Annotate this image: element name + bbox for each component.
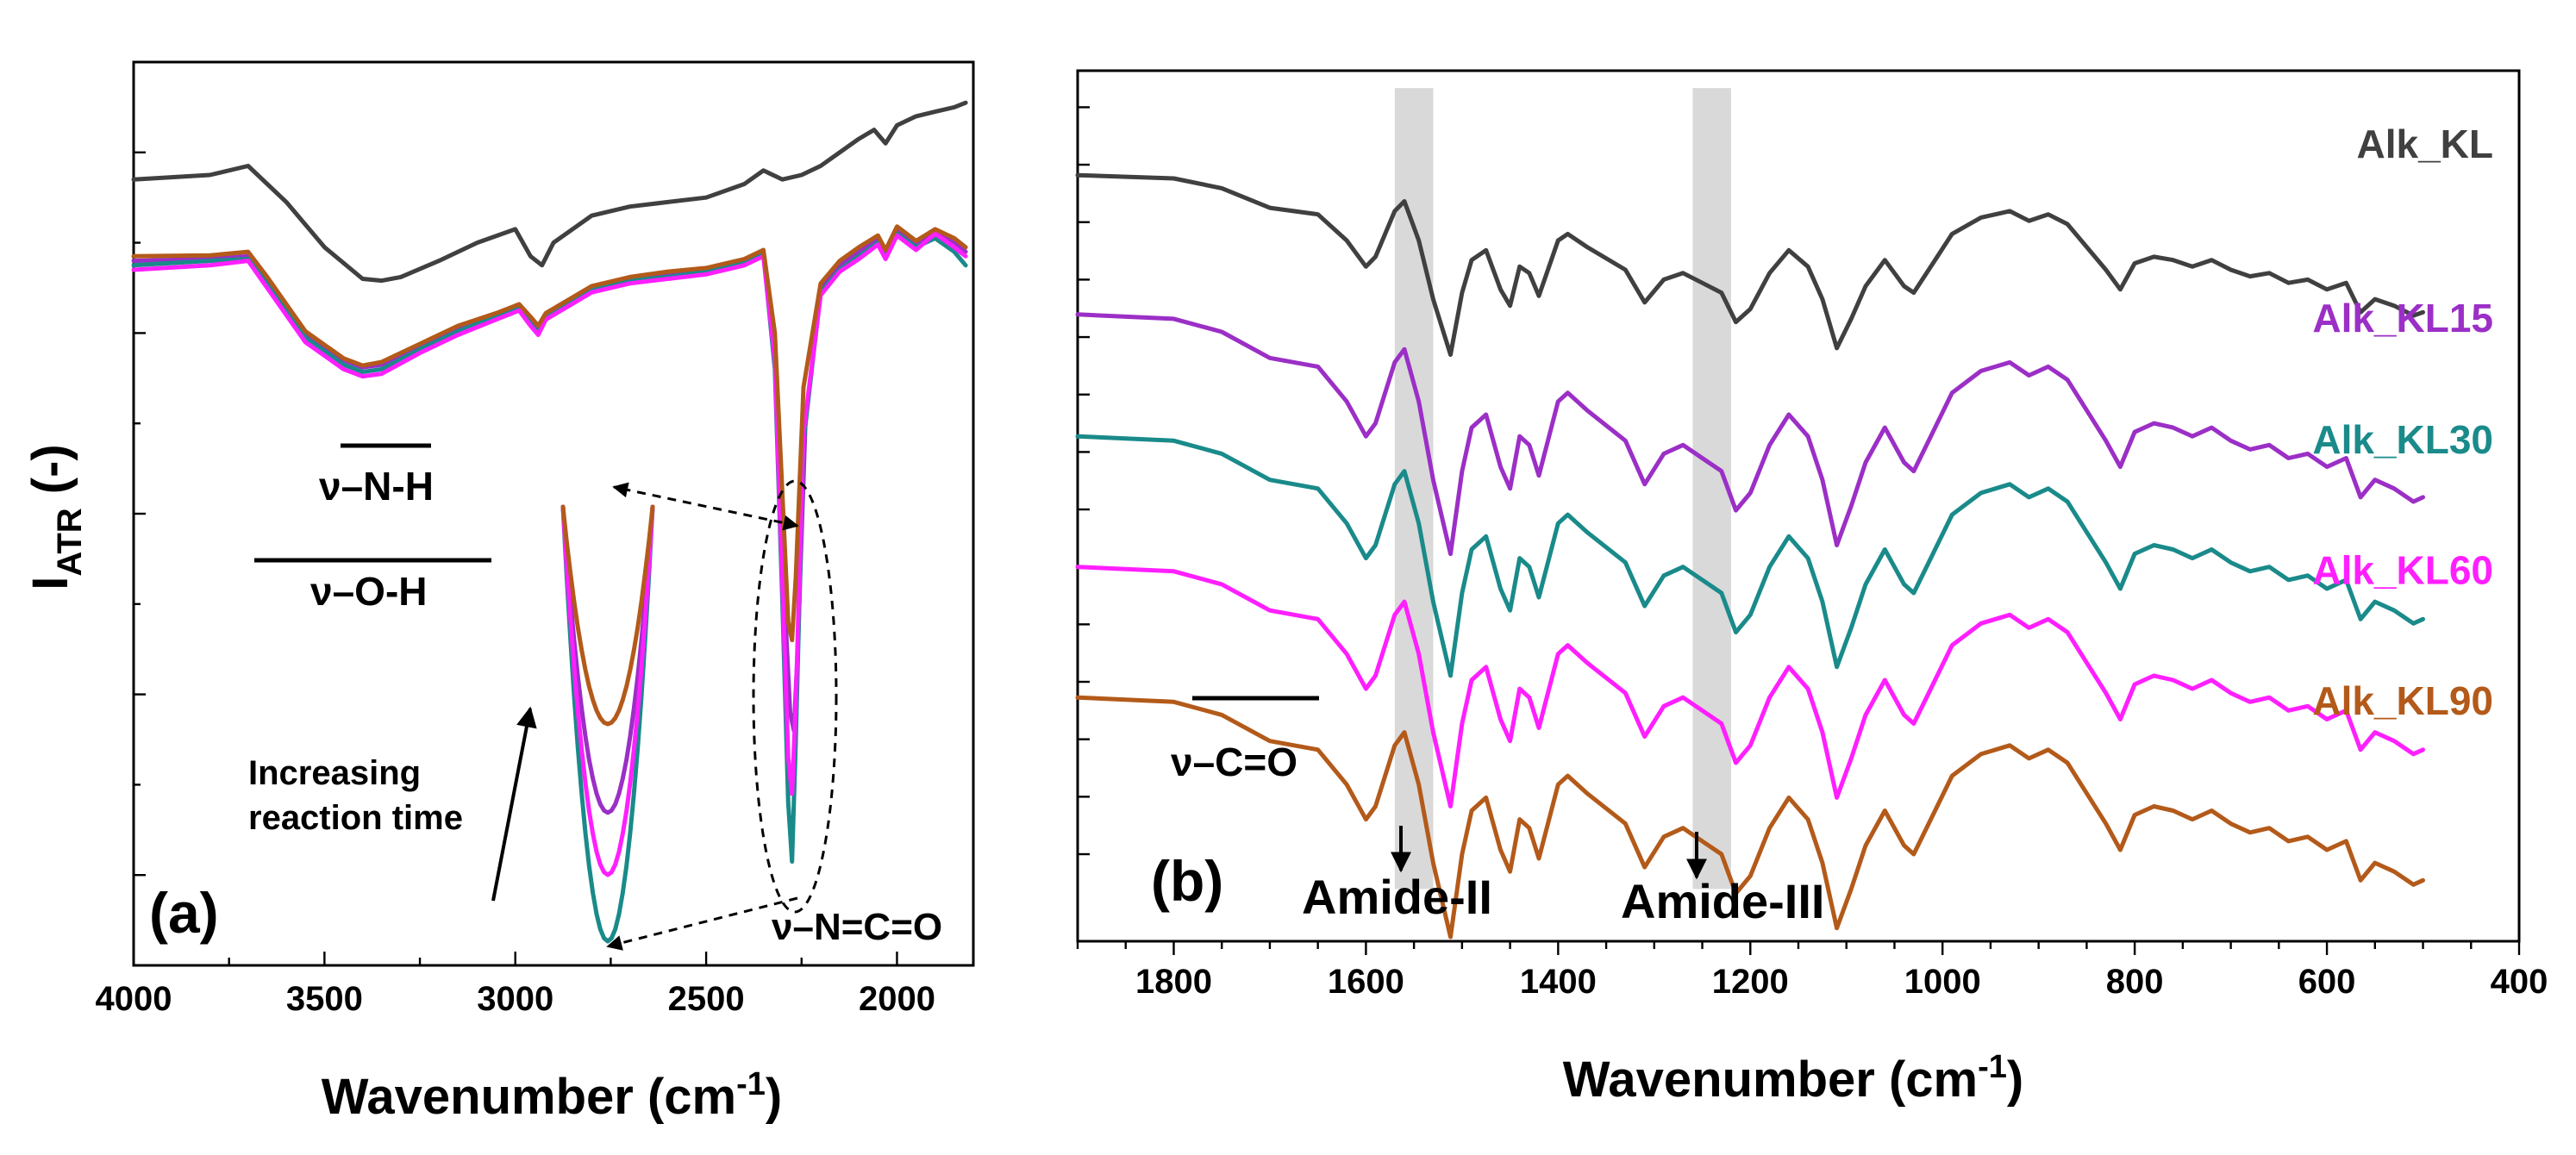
increasing-label-line2: reaction time: [248, 799, 463, 837]
panel-a-x-axis-label: Wavenumber (cm-1): [322, 1066, 782, 1125]
series-label-alk-kl60: Alk_KL60: [2312, 548, 2493, 593]
panel-b-series-alk-kl30: [1075, 434, 2425, 678]
panel-b-series-alk-kl90: [1075, 695, 2425, 940]
panel-b-x-axis-label: Wavenumber (cm-1): [1563, 1049, 2023, 1108]
panel-b-series-labels: Alk_KL Alk_KL15 Alk_KL30 Alk_KL60 Alk_KL90: [2312, 122, 2493, 723]
panel-b-x-tick-label: 600: [2298, 963, 2356, 1001]
panel-a-x-ticks: 4000 3500 3000 2500 2000: [96, 952, 935, 1018]
series-label-alk-kl: Alk_KL: [2357, 122, 2493, 166]
inset-series-alk-kl30: [560, 504, 655, 944]
panel-b-highlight-bands: [1394, 88, 1731, 890]
panel-b-y-ticks: [1078, 106, 1090, 856]
panel-a-series-alk-kl15: [131, 227, 968, 733]
panel-a-series-alk-kl90: [131, 224, 968, 643]
panel-b-x-tick-label: 1000: [1904, 963, 1981, 1001]
nco-label: ν–N=C=O: [772, 906, 942, 948]
panel-b: 1800 1600 1400 1200 1000 800 600 400 Alk_KLAlk_…: [1075, 69, 2548, 1108]
series-label-alk-kl90: Alk_KL90: [2312, 678, 2493, 723]
panel-b-x-tick-label: 1200: [1712, 963, 1789, 1001]
oh-label: ν–O-H: [310, 569, 427, 614]
panel-a-x-tick-label: 2000: [859, 980, 935, 1018]
panel-b-series-alk-kl: [1075, 172, 2425, 357]
inset-series-alk-kl90: [560, 504, 655, 727]
panel-b-x-tick-label: 1800: [1135, 963, 1212, 1001]
panel-b-x-tick-label: 1400: [1520, 963, 1597, 1001]
zoom-dashed-arrow-top: [612, 482, 799, 531]
nco-zoom-inset: [560, 504, 655, 944]
panel-b-series-alk-kl60: [1075, 565, 2425, 808]
nco-zoom-ellipse: [752, 479, 838, 914]
inset-series-alk-kl60: [560, 504, 655, 877]
increasing-arrow: [491, 706, 537, 902]
co-label: ν–C=O: [1171, 740, 1297, 784]
panel-a-x-tick-label: 3000: [477, 980, 553, 1018]
panel-a-y-ticks: [134, 151, 146, 877]
nh-label: ν–N-H: [319, 464, 434, 509]
series-label-alk-kl15: Alk_KL15: [2312, 296, 2493, 340]
panel-a-series: [131, 100, 968, 864]
inset-series-alk-kl15: [560, 504, 655, 815]
highlight-band-2: [1692, 88, 1731, 890]
panel-b-label: (b): [1151, 849, 1223, 913]
panel-a-x-tick-label: 3500: [286, 980, 363, 1018]
panel-b-x-tick-label: 1600: [1328, 963, 1404, 1001]
panel-a-x-tick-label: 2500: [668, 980, 745, 1018]
panel-a-label: (a): [149, 881, 219, 945]
increasing-label-line1: Increasing: [248, 754, 421, 792]
zoom-dashed-arrow-bottom: [606, 896, 798, 951]
amide3-label: Amide-III: [1621, 874, 1824, 928]
panel-b-x-tick-label: 800: [2106, 963, 2164, 1001]
series-label-alk-kl30: Alk_KL30: [2312, 417, 2493, 462]
panel-b-series-alk-kl15: [1075, 312, 2425, 557]
panel-b-x-tick-label: 400: [2491, 963, 2548, 1001]
panel-a-series-alk-kl: [131, 100, 968, 284]
panel-a-x-tick-label: 4000: [96, 980, 172, 1018]
panel-a-y-axis-label: IATR (-): [22, 444, 89, 590]
amide2-label: Amide-II: [1302, 870, 1492, 924]
panel-a-series-alk-kl60: [131, 231, 968, 796]
panel-b-x-ticks: 1800 1600 1400 1200 1000 800 600 400: [1076, 941, 2548, 1001]
panel-a: 4000 3500 3000 2500 2000 ν–N-H ν–O-H ν–N=C=O…: [22, 60, 975, 1125]
panel-b-series: [1075, 172, 2425, 940]
